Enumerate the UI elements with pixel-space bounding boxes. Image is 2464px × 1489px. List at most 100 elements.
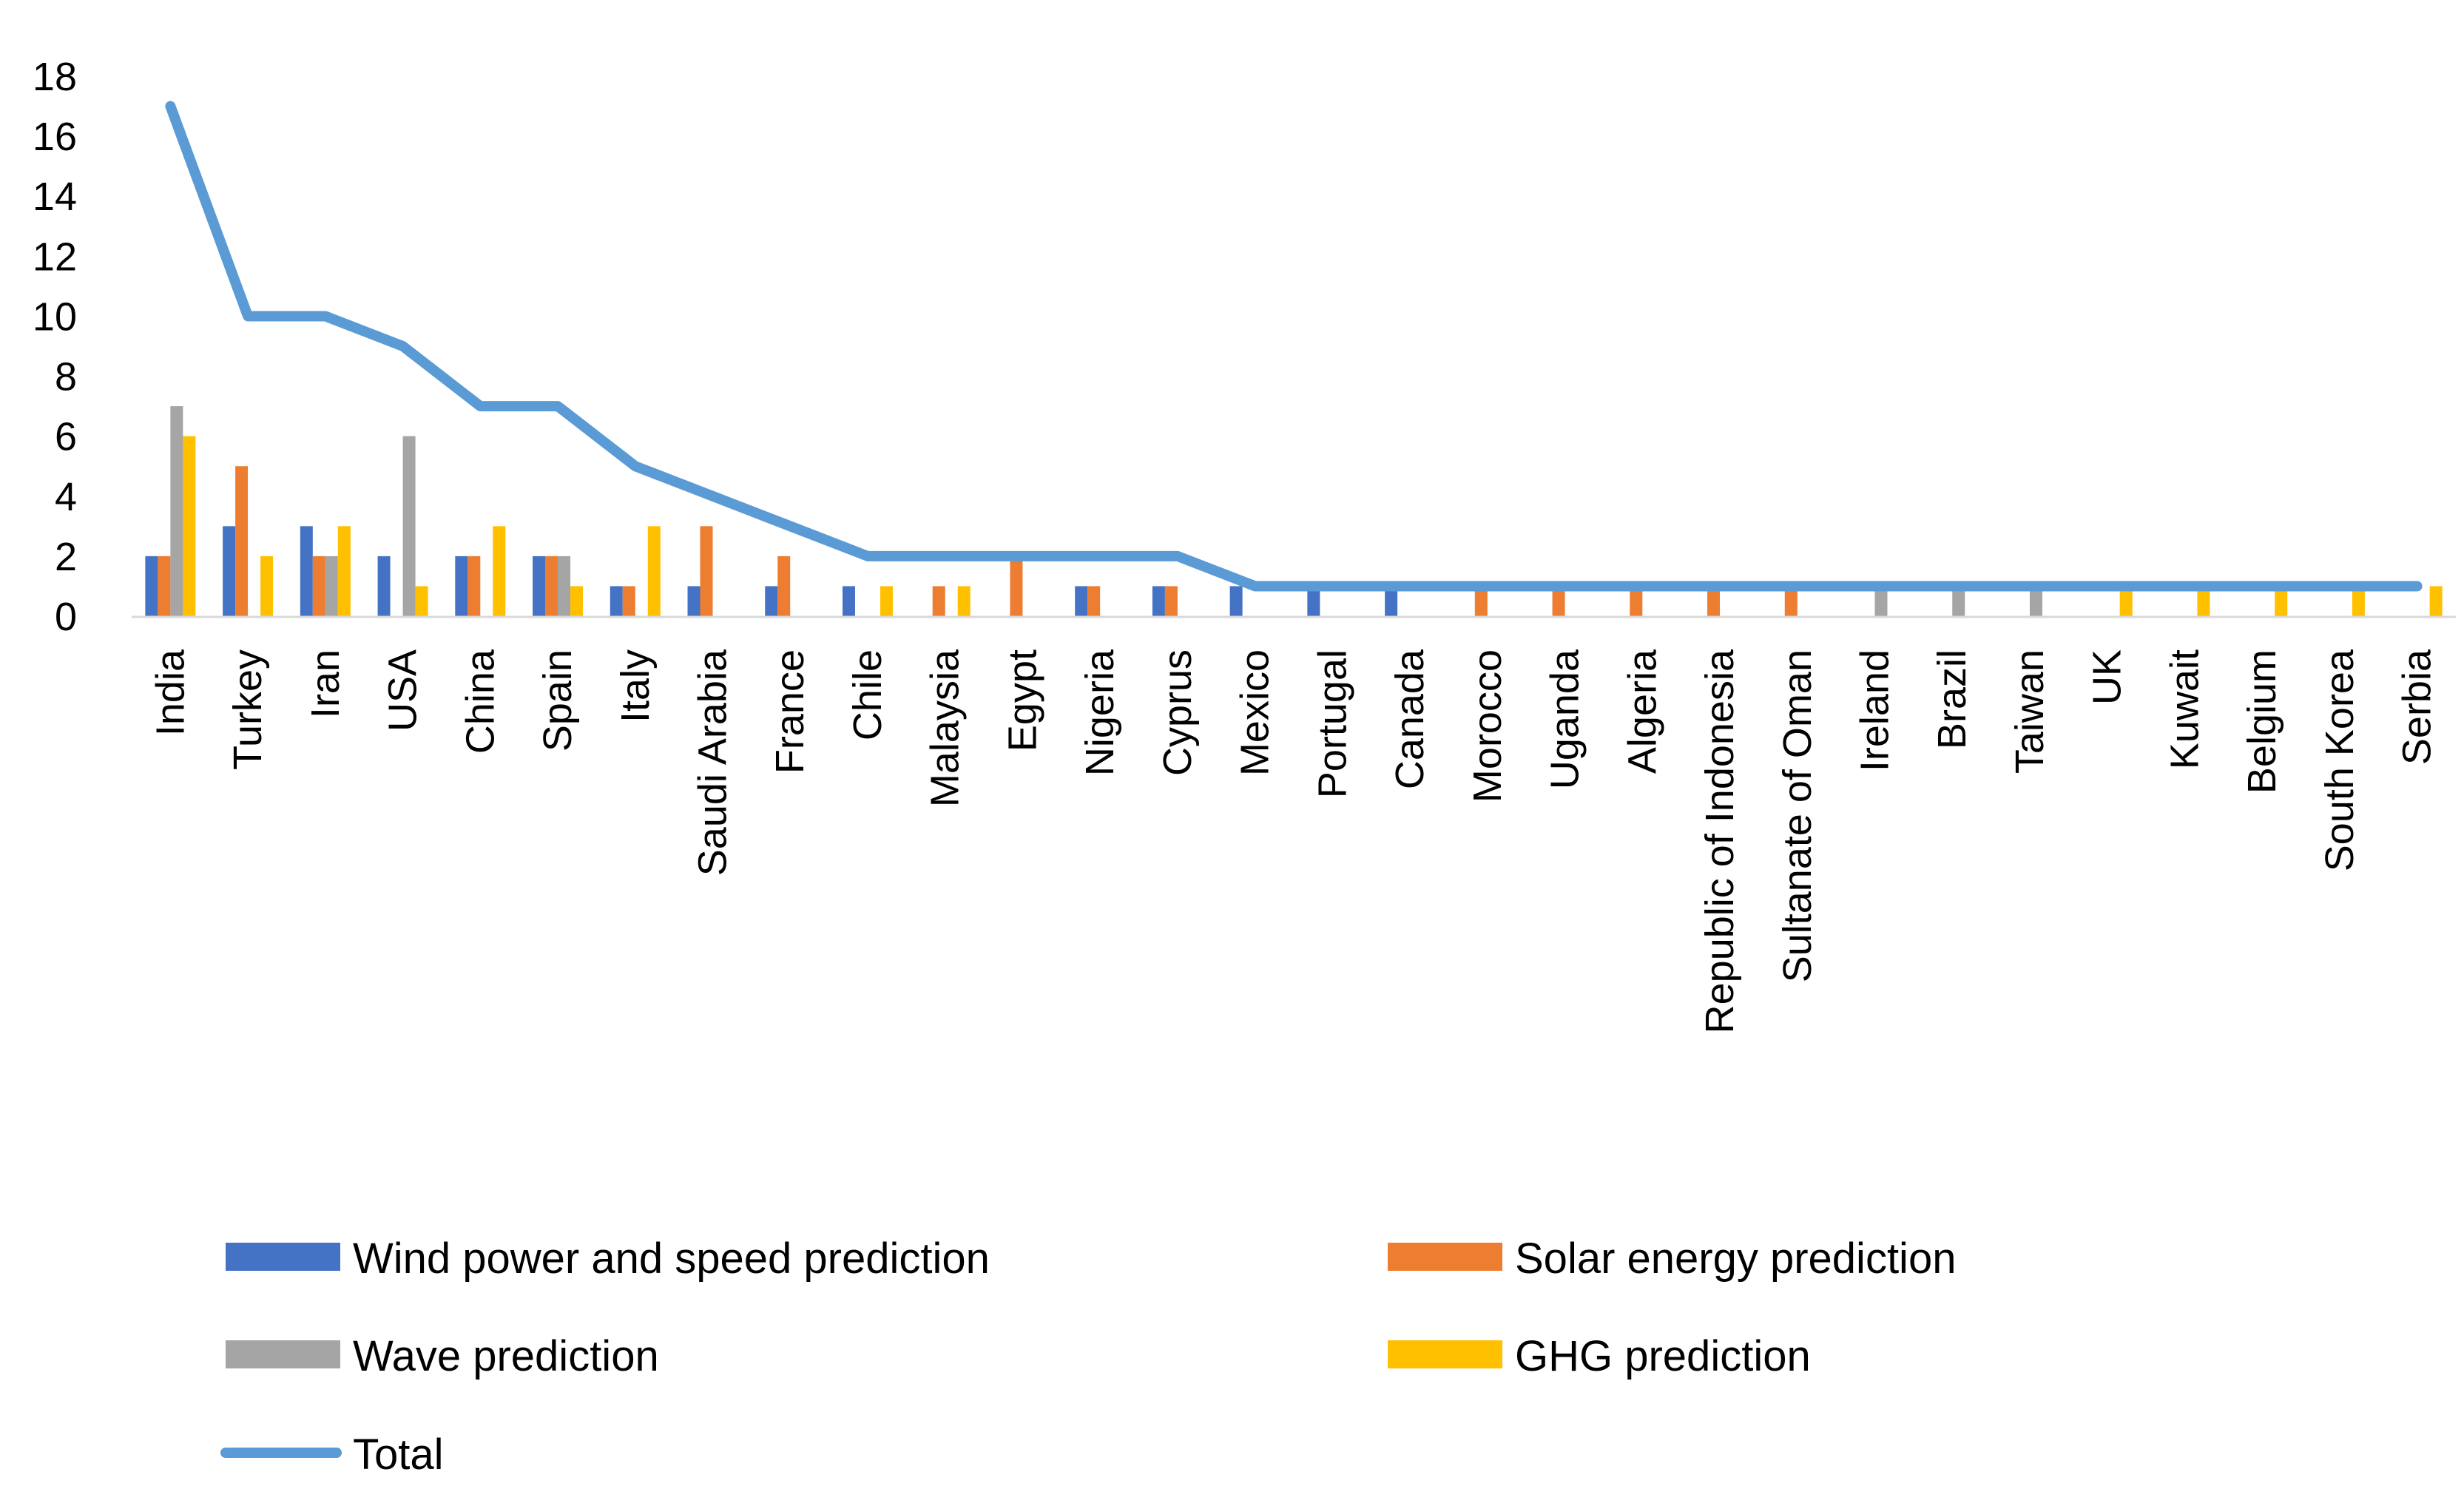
y-tick-label-4: 4 [55, 475, 77, 519]
bar-ghg-prediction-italy [647, 526, 661, 616]
y-tick-label-12: 12 [33, 234, 77, 279]
bar-ghg-prediction-uk [2119, 586, 2133, 616]
bar-wind-power-and-speed-prediction-china [455, 556, 468, 616]
x-tick-label-usa: USA [381, 649, 425, 732]
legend-item-wave-prediction: Wave prediction [226, 1332, 659, 1380]
bar-ghg-prediction-turkey [260, 556, 274, 616]
bar-solar-energy-prediction-sultanate-of-oman [1784, 586, 1798, 616]
bar-ghg-prediction-india [183, 436, 196, 616]
x-tick-label-kuwait: Kuwait [2162, 649, 2207, 769]
x-tick-label-algeria: Algeria [1620, 649, 1664, 774]
y-tick-label-10: 10 [33, 294, 77, 339]
x-tick-label-spain: Spain [536, 649, 580, 752]
legend-swatch-wave-prediction [226, 1340, 340, 1368]
x-axis-ticks: India Turkey Iran USA China Spain Italy Saudi A… [148, 649, 2439, 1033]
bar-solar-energy-prediction-italy [622, 586, 635, 616]
bar-wind-power-and-speed-prediction-mexico [1229, 586, 1243, 616]
x-tick-label-egypt: Egypt [1000, 649, 1044, 752]
bar-wave-prediction-ireland [1874, 586, 1888, 616]
legend-swatch-wind-power-and-speed-prediction [226, 1243, 340, 1271]
y-tick-label-16: 16 [33, 115, 77, 159]
legend-label-solar-energy-prediction: Solar energy prediction [1515, 1235, 1956, 1283]
bar-solar-energy-prediction-iran [312, 556, 325, 616]
x-tick-label-republic-of-indonesia: Republic of Indonesia [1698, 649, 1742, 1033]
bar-wave-prediction-iran [325, 556, 338, 616]
bar-wave-prediction-taiwan [2029, 586, 2042, 616]
bar-solar-energy-prediction-malaysia [932, 586, 945, 616]
bar-ghg-prediction-belgium [2275, 586, 2288, 616]
bar-wind-power-and-speed-prediction-cyprus [1152, 586, 1165, 616]
y-tick-label-18: 18 [33, 55, 77, 99]
x-tick-label-france: France [768, 649, 812, 774]
bar-solar-energy-prediction-uganda [1552, 586, 1565, 616]
bar-wave-prediction-spain [558, 556, 571, 616]
x-tick-label-china: China [458, 649, 502, 754]
bar-solar-energy-prediction-cyprus [1164, 586, 1178, 616]
x-tick-label-italy: Italy [613, 649, 658, 723]
bar-ghg-prediction-malaysia [957, 586, 971, 616]
line-total [165, 101, 2423, 592]
x-tick-label-saudi-arabia: Saudi Arabia [691, 649, 735, 876]
legend-item-wind-power-and-speed-prediction: Wind power and speed prediction [226, 1235, 990, 1283]
legend-item-ghg-prediction: GHG prediction [1388, 1332, 1811, 1380]
bar-solar-energy-prediction-india [158, 556, 171, 616]
x-tick-label-malaysia: Malaysia [923, 649, 968, 807]
legend-item-solar-energy-prediction: Solar energy prediction [1388, 1235, 1956, 1283]
line-layer [165, 101, 2423, 592]
bar-ghg-prediction-spain [570, 586, 584, 616]
bar-ghg-prediction-china [493, 526, 506, 616]
bar-ghg-prediction-usa [415, 586, 428, 616]
x-tick-label-portugal: Portugal [1310, 649, 1354, 798]
bar-wave-prediction-usa [402, 436, 416, 616]
x-tick-label-canada: Canada [1388, 649, 1432, 789]
legend-label-total: Total [353, 1431, 444, 1479]
bar-solar-energy-prediction-saudi-arabia [700, 526, 713, 616]
x-tick-label-south-korea: South Korea [2318, 649, 2362, 871]
bar-ghg-prediction-south-korea [2352, 586, 2365, 616]
bar-wind-power-and-speed-prediction-usa [377, 556, 391, 616]
bar-wind-power-and-speed-prediction-saudi-arabia [687, 586, 701, 616]
x-tick-label-brazil: Brazil [1930, 649, 1974, 749]
x-tick-label-cyprus: Cyprus [1155, 649, 1200, 776]
y-tick-label-0: 0 [55, 595, 77, 639]
bar-solar-energy-prediction-republic-of-indonesia [1707, 586, 1721, 616]
x-tick-label-sultanate-of-oman: Sultanate of Oman [1775, 649, 1820, 982]
bar-solar-energy-prediction-egypt [1010, 556, 1023, 616]
x-tick-label-nigeria: Nigeria [1078, 649, 1122, 776]
bar-solar-energy-prediction-morocco [1474, 586, 1488, 616]
y-axis-ticks: 0 2 4 6 8 10 12 14 16 18 [33, 55, 77, 639]
bar-ghg-prediction-serbia [2429, 586, 2443, 616]
bar-ghg-prediction-iran [337, 526, 351, 616]
bar-wind-power-and-speed-prediction-france [765, 586, 778, 616]
bar-solar-energy-prediction-turkey [235, 466, 249, 616]
x-tick-label-taiwan: Taiwan [2008, 649, 2052, 774]
x-tick-label-ireland: Ireland [1853, 649, 1897, 771]
x-tick-label-uk: UK [2085, 649, 2130, 705]
x-tick-label-india: India [148, 649, 192, 736]
bar-wind-power-and-speed-prediction-italy [610, 586, 623, 616]
x-tick-label-chile: Chile [845, 649, 890, 740]
legend-label-ghg-prediction: GHG prediction [1515, 1332, 1811, 1380]
x-tick-label-mexico: Mexico [1233, 649, 1277, 776]
bar-wind-power-and-speed-prediction-nigeria [1075, 586, 1088, 616]
bar-wind-power-and-speed-prediction-iran [300, 526, 313, 616]
legend-swatch-ghg-prediction [1388, 1340, 1502, 1368]
bar-wind-power-and-speed-prediction-portugal [1307, 586, 1320, 616]
x-tick-label-belgium: Belgium [2240, 649, 2284, 794]
bar-solar-energy-prediction-france [777, 556, 791, 616]
legend-item-total: Total [220, 1431, 444, 1479]
y-tick-label-2: 2 [55, 535, 77, 579]
legend: Wind power and speed prediction Solar ene… [220, 1235, 1956, 1479]
bar-solar-energy-prediction-algeria [1630, 586, 1643, 616]
bar-solar-energy-prediction-china [468, 556, 481, 616]
bar-wind-power-and-speed-prediction-india [145, 556, 158, 616]
legend-swatch-solar-energy-prediction [1388, 1243, 1502, 1271]
y-tick-label-8: 8 [55, 355, 77, 399]
x-tick-label-morocco: Morocco [1465, 649, 1510, 803]
bar-wind-power-and-speed-prediction-canada [1385, 586, 1398, 616]
bar-wind-power-and-speed-prediction-turkey [223, 526, 236, 616]
bar-wind-power-and-speed-prediction-spain [533, 556, 546, 616]
x-tick-label-serbia: Serbia [2395, 649, 2440, 765]
bar-solar-energy-prediction-nigeria [1087, 586, 1101, 616]
